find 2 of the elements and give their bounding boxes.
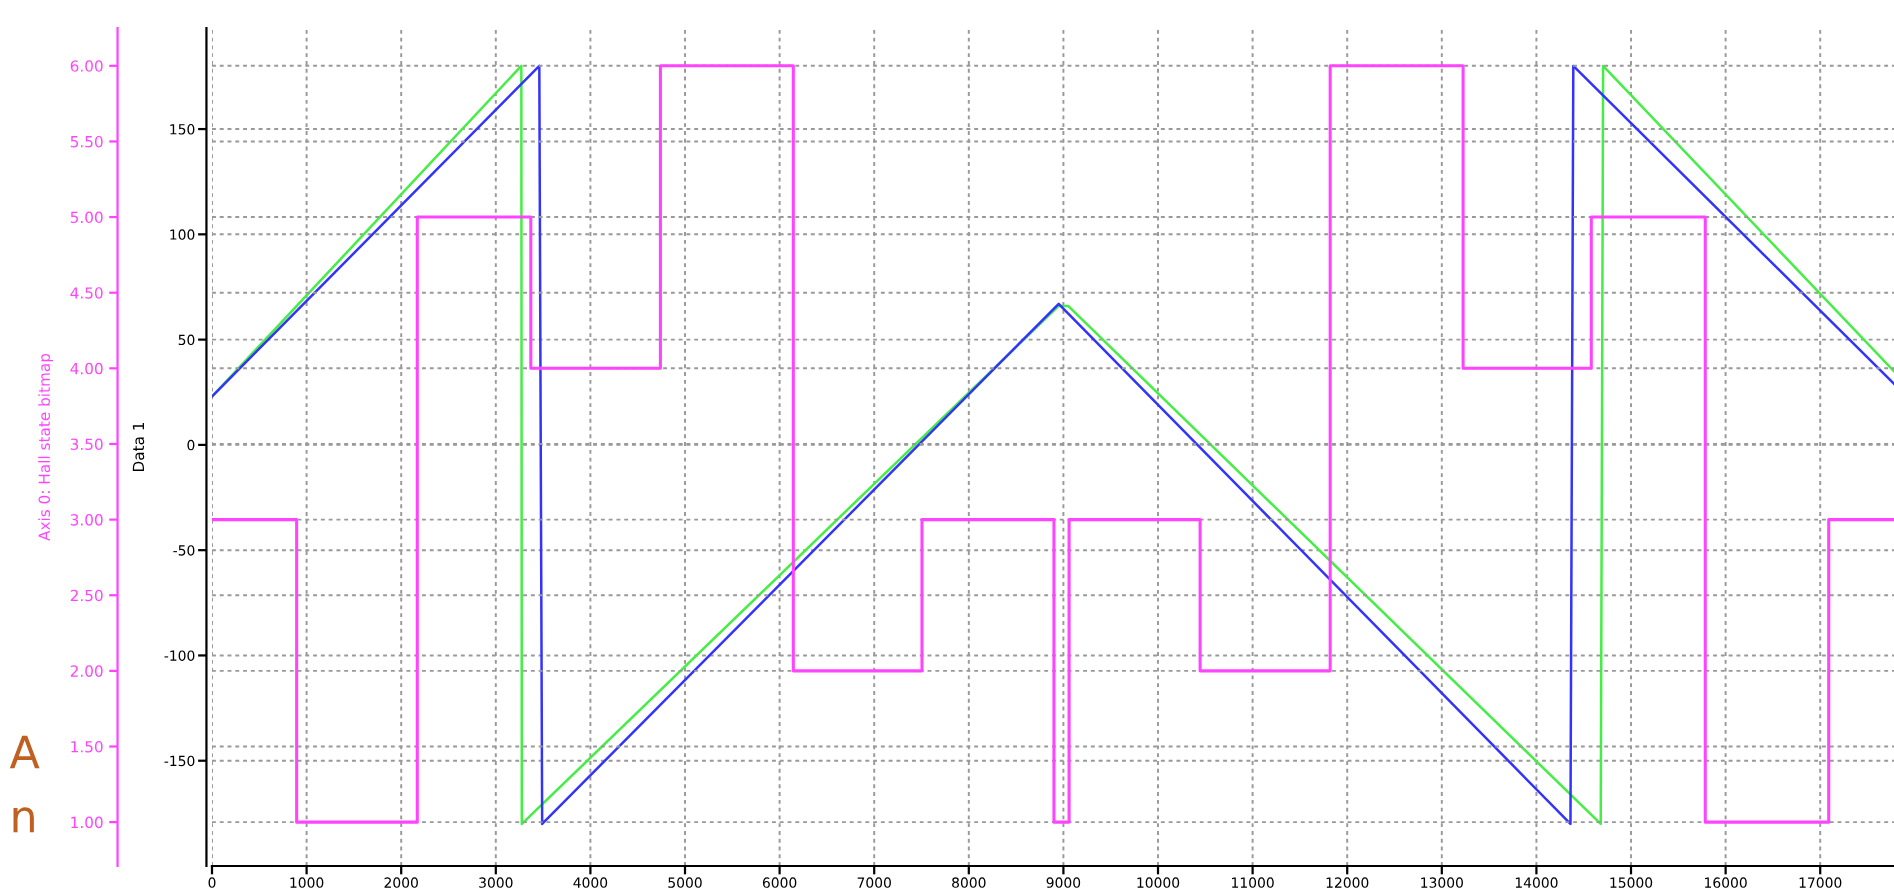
text: A	[9, 735, 40, 769]
text: n	[13, 807, 34, 833]
